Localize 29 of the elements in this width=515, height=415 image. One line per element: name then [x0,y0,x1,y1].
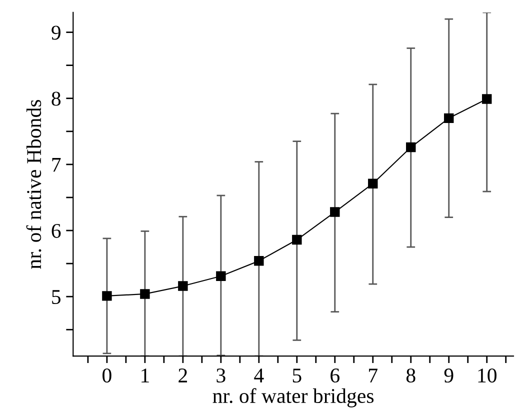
x-tick-label: 1 [142,368,149,382]
point [330,207,340,217]
point [216,271,226,281]
x-tick-label: 8 [406,368,416,383]
y-tick-label: 9 [52,26,60,40]
x-tick-label: 6 [330,368,340,383]
point [482,94,492,104]
x-tick-label: 5 [292,368,302,383]
x-tick-label: 3 [216,368,226,383]
y-tick-label: 8 [52,92,61,106]
y-tick-label: 7 [52,158,61,172]
point [254,256,264,266]
point [102,291,112,301]
point [292,234,302,245]
x-tick-label: 2 [178,368,187,382]
x-tick-label: 4 [254,368,264,382]
point [406,142,416,152]
y-tick-label: 6 [52,224,61,238]
x-tick-label: 0 [102,368,112,383]
point [178,281,188,291]
x-axis-title: nr. of water bridges [212,388,374,408]
point [368,178,378,188]
x-tick-label: 7 [369,368,378,382]
y-tick-label: 5 [52,290,61,304]
y-axis-title: nr. of native Hbonds [26,100,42,269]
point [444,113,454,124]
x-tick-label: 9 [444,368,454,383]
point [140,289,150,299]
x-tick-label: 10 [478,368,496,383]
